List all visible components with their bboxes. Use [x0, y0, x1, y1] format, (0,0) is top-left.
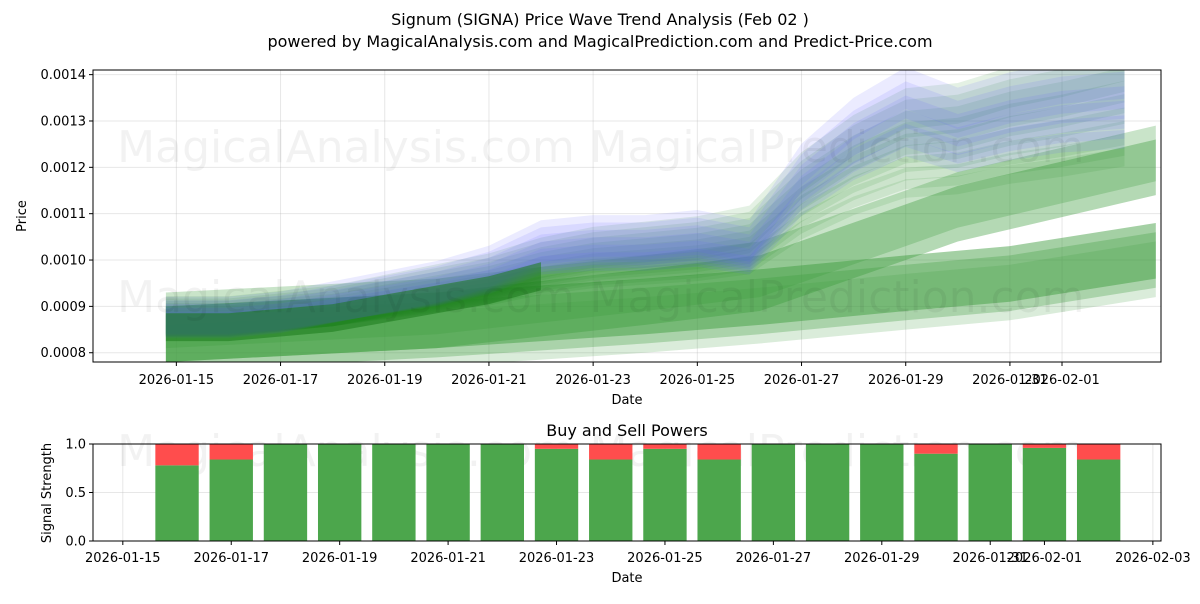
- price-x-tick-label: 2026-01-23: [555, 373, 631, 388]
- price-wave-band-green: [165, 80, 1125, 336]
- price-y-tick-label: 0.0011: [41, 207, 87, 222]
- figure-subtitle: powered by MagicalAnalysis.com and Magic…: [267, 32, 932, 51]
- price-x-tick-label: 2026-01-25: [660, 373, 736, 388]
- sell-bar: [914, 444, 958, 454]
- buy-bar: [751, 444, 796, 541]
- price-x-tick-label: 2026-01-27: [764, 373, 840, 388]
- buy-bar: [968, 444, 1012, 541]
- price-wave-band-green: [165, 94, 1125, 336]
- signal-x-tick-label: 2026-01-17: [193, 551, 269, 566]
- price-wave-band-long: [165, 241, 1156, 362]
- signal-y-ticks: 0.0 0.5 1.0: [65, 438, 93, 550]
- signal-x-tick-label: 2026-01-23: [519, 551, 595, 566]
- price-x-tick-label: 2026-01-21: [451, 373, 527, 388]
- price-wave-band-green: [165, 70, 1125, 337]
- sell-bar: [155, 444, 199, 466]
- buy-bar: [914, 453, 958, 541]
- buy-bar: [534, 448, 579, 541]
- price-x-axis-label: Date: [611, 393, 642, 408]
- signal-x-tick-label: 2026-01-25: [627, 551, 703, 566]
- signal-x-tick-label: 2026-01-29: [844, 551, 920, 566]
- price-x-tick-label: 2026-01-17: [243, 373, 319, 388]
- watermark-text: MagicalPrediction.com: [590, 272, 1085, 323]
- price-x-ticks: 2026-01-15 2026-01-17 2026-01-19 2026-01-21…: [139, 362, 1100, 388]
- price-wave-band-green: [165, 121, 1125, 335]
- price-wave-band-green: [165, 70, 1125, 336]
- price-wave-band-green: [165, 134, 1125, 334]
- sell-bar: [697, 444, 741, 460]
- buy-bar: [155, 465, 199, 541]
- price-x-tick-label: 2026-01-15: [139, 373, 215, 388]
- signal-x-tick-label: 2026-02-01: [1007, 551, 1083, 566]
- signal-x-tick-label: 2026-01-21: [410, 551, 486, 566]
- price-y-tick-label: 0.0014: [41, 68, 87, 83]
- buy-bar: [480, 444, 524, 541]
- buy-bar: [643, 448, 687, 541]
- price-y-tick-label: 0.0008: [41, 346, 87, 361]
- signal-x-tick-label: 2026-01-15: [85, 551, 161, 566]
- signal-x-ticks: 2026-01-15 2026-01-17 2026-01-19 2026-01-21…: [85, 541, 1191, 566]
- signal-y-axis-label: Signal Strength: [40, 443, 55, 543]
- price-wave-band-green: [165, 147, 1125, 334]
- signal-y-tick-label: 1.0: [65, 438, 86, 453]
- sell-bar: [534, 444, 579, 449]
- signal-x-tick-label: 2026-01-31: [952, 551, 1028, 566]
- figure-title: Signum (SIGNA) Price Wave Trend Analysis…: [391, 10, 809, 29]
- price-wave-band-green: [165, 107, 1125, 335]
- buy-bar: [209, 459, 253, 541]
- price-wave-bands: [165, 70, 1156, 362]
- buy-bar: [372, 444, 416, 541]
- price-y-tick-label: 0.0009: [41, 300, 87, 315]
- signal-x-tick-label: 2026-01-19: [302, 551, 378, 566]
- signal-chart-title: Buy and Sell Powers: [546, 421, 708, 440]
- price-y-ticks: 0.0008 0.0009 0.0010 0.0011 0.0012 0.0013 0.00…: [41, 68, 93, 361]
- price-x-tick-label: 2026-02-01: [1024, 373, 1100, 388]
- price-wave-band-green: [165, 70, 1125, 337]
- price-x-tick-label: 2026-01-19: [347, 373, 423, 388]
- signal-x-axis-label: Date: [611, 571, 642, 586]
- buy-bar: [317, 444, 362, 541]
- signal-x-tick-label: 2026-02-03: [1115, 551, 1191, 566]
- price-plot-frame: [92, 69, 1162, 363]
- sell-bar: [209, 444, 253, 460]
- sell-bar: [1076, 444, 1121, 460]
- price-x-tick-label: 2026-01-31: [972, 373, 1048, 388]
- buy-bar: [1022, 447, 1067, 541]
- price-wave-band-long: [165, 232, 1156, 362]
- price-y-axis-label: Price: [15, 200, 30, 232]
- signal-y-tick-label: 0.0: [65, 535, 86, 550]
- price-grid: [93, 70, 1161, 362]
- price-wave-band-blue: [165, 70, 1125, 339]
- price-watermarks: MagicalAnalysis.com MagicalPrediction.co…: [117, 122, 1084, 323]
- signal-chart: Buy and Sell Powers MagicalAnalysis.com …: [40, 421, 1191, 586]
- buy-bar: [805, 444, 850, 541]
- buy-bar: [697, 459, 741, 541]
- buy-bar: [589, 459, 633, 541]
- buy-bar: [860, 444, 904, 541]
- sell-bar: [643, 444, 687, 449]
- signal-x-tick-label: 2026-01-27: [736, 551, 812, 566]
- price-y-tick-label: 0.0012: [41, 161, 87, 176]
- sell-bar: [1022, 444, 1067, 448]
- signal-y-tick-label: 0.5: [65, 486, 86, 501]
- buy-bar: [263, 444, 308, 541]
- sell-bar: [589, 444, 633, 460]
- watermark-text: MagicalPrediction.com: [590, 122, 1085, 173]
- price-y-tick-label: 0.0013: [41, 114, 87, 129]
- price-x-tick-label: 2026-01-29: [868, 373, 944, 388]
- price-wave-band-core: [165, 262, 541, 342]
- buy-bar: [1076, 459, 1121, 541]
- watermark-text: MagicalAnalysis.com: [117, 272, 575, 323]
- buy-bar: [426, 444, 470, 541]
- price-chart: MagicalAnalysis.com MagicalPrediction.co…: [15, 68, 1162, 408]
- price-wave-band-long: [165, 223, 1156, 362]
- watermark-text: MagicalAnalysis.com: [117, 122, 575, 173]
- price-y-tick-label: 0.0010: [41, 254, 87, 269]
- signal-bars: [155, 444, 1121, 541]
